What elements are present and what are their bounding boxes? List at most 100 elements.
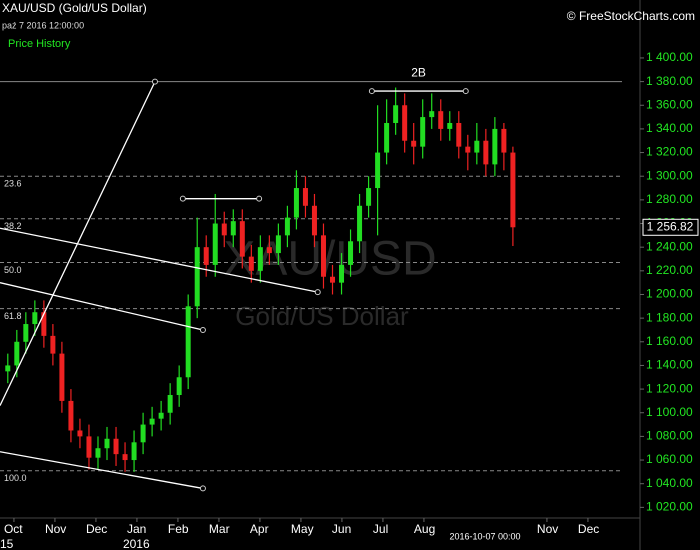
candle-body xyxy=(275,235,281,254)
candle-body xyxy=(302,188,308,206)
candle-body xyxy=(221,223,227,236)
candle-body xyxy=(339,264,345,283)
last-price-box xyxy=(642,218,699,236)
trendline-handle xyxy=(179,195,186,202)
y-tick-label: 1 140.00 xyxy=(646,358,693,372)
candle-body xyxy=(158,412,164,419)
plot-area: 23.6 38.2 50.0 61.8 100.0 2B xyxy=(0,65,622,492)
candle-body xyxy=(393,105,399,123)
y-tick-label: 1 040.00 xyxy=(646,476,693,490)
fib-label: 38.2 xyxy=(4,221,22,231)
candle-body xyxy=(366,188,372,206)
y-tick-label: 1 340.00 xyxy=(646,121,693,135)
x-tick-label: Nov xyxy=(45,522,66,536)
candle-body xyxy=(257,247,263,271)
x-tick-label: Oct xyxy=(4,522,23,536)
watermark-name: Gold/US Dollar xyxy=(235,301,409,331)
candle-body xyxy=(230,221,236,236)
y-tick-label: 1 380.00 xyxy=(646,74,693,88)
candle-body xyxy=(284,217,290,236)
x-tick-label: May xyxy=(291,522,314,536)
cursor-date: 2016-10-07 00:00 xyxy=(449,531,520,541)
trendline-handle xyxy=(368,88,375,95)
watermark-symbol: XAU/USD xyxy=(223,233,436,286)
trendline xyxy=(0,282,204,331)
candle-body xyxy=(203,247,209,265)
candle-body xyxy=(456,122,462,147)
y-tick-label: 1 280.00 xyxy=(646,192,693,206)
candle-body xyxy=(167,395,173,413)
chart-title: XAU/USD (Gold/US Dollar) xyxy=(2,1,147,15)
trendline xyxy=(0,451,204,490)
chart-subtitle: paź 7 2016 12:00:00 xyxy=(2,20,84,30)
candle-body xyxy=(375,152,381,189)
last-price-label: 1 256.82 xyxy=(647,219,694,233)
candle-body xyxy=(95,448,101,458)
candle-body xyxy=(402,105,408,141)
y-tick-label: 1 360.00 xyxy=(646,97,693,111)
x-tick-label: Dec xyxy=(86,522,107,536)
candle-body xyxy=(330,276,336,283)
candle-body xyxy=(438,111,444,129)
candle-body xyxy=(14,341,20,366)
y-tick-label: 1 100.00 xyxy=(646,405,693,419)
candle-body xyxy=(420,117,426,147)
candle-body xyxy=(140,424,146,443)
year-label: 15 xyxy=(0,537,14,550)
candle-body xyxy=(212,223,218,265)
y-tick-label: 1 020.00 xyxy=(646,500,693,514)
candle-body xyxy=(384,122,390,153)
x-tick-label: Apr xyxy=(250,522,269,536)
candle-body xyxy=(149,418,155,425)
fib-label: 23.6 xyxy=(4,179,22,189)
candle-body xyxy=(483,140,489,165)
candle-body xyxy=(248,256,254,271)
candle-body xyxy=(5,365,11,372)
candle-body xyxy=(311,205,317,236)
y-tick-label: 1 080.00 xyxy=(646,429,693,443)
candle-body xyxy=(447,122,453,129)
candle-body xyxy=(68,400,74,431)
y-tick-label: 1 060.00 xyxy=(646,452,693,466)
credit: © FreeStockCharts.com xyxy=(567,9,695,23)
trendline-handle xyxy=(314,289,321,296)
candle-body xyxy=(41,312,47,336)
candle-body xyxy=(239,221,245,257)
candle-body xyxy=(113,438,119,455)
trendline-handle xyxy=(199,326,206,333)
candle-body xyxy=(501,128,507,153)
trendline-handle xyxy=(462,88,469,95)
candle-body xyxy=(492,128,498,165)
legend-label: Price History xyxy=(8,38,71,50)
candle-body xyxy=(348,241,354,265)
x-tick-label: Dec xyxy=(578,522,599,536)
candle-body xyxy=(474,140,480,153)
x-tick-label: Mar xyxy=(209,522,230,536)
fib-label: 50.0 xyxy=(4,265,22,275)
trendline-handle xyxy=(151,78,158,85)
y-tick-label: 1 200.00 xyxy=(646,287,693,301)
y-tick-label: 1 240.00 xyxy=(646,239,693,253)
x-tick-label: Jun xyxy=(332,522,351,536)
x-tick-label: Nov xyxy=(537,522,558,536)
y-tick-label: 1 320.00 xyxy=(646,145,693,159)
x-tick-label: Jan xyxy=(127,522,146,536)
y-tick-label: 1 160.00 xyxy=(646,334,693,348)
x-tick-label: Aug xyxy=(414,522,435,536)
candle-body xyxy=(50,335,56,354)
candle-body xyxy=(465,146,471,153)
candle-body xyxy=(411,140,417,147)
candle-body xyxy=(429,111,435,118)
x-tick-label: Jul xyxy=(373,522,388,536)
watermark: XAU/USD Gold/US Dollar xyxy=(223,233,436,331)
candle-body xyxy=(23,324,29,342)
trendline-handle xyxy=(199,485,206,492)
candle-body xyxy=(77,430,83,437)
candle-body xyxy=(266,247,272,254)
candle-body xyxy=(185,306,191,378)
x-tick-label: Feb xyxy=(168,522,189,536)
candle-body xyxy=(59,353,65,401)
candle-body xyxy=(131,442,137,461)
candle-body xyxy=(32,312,38,325)
